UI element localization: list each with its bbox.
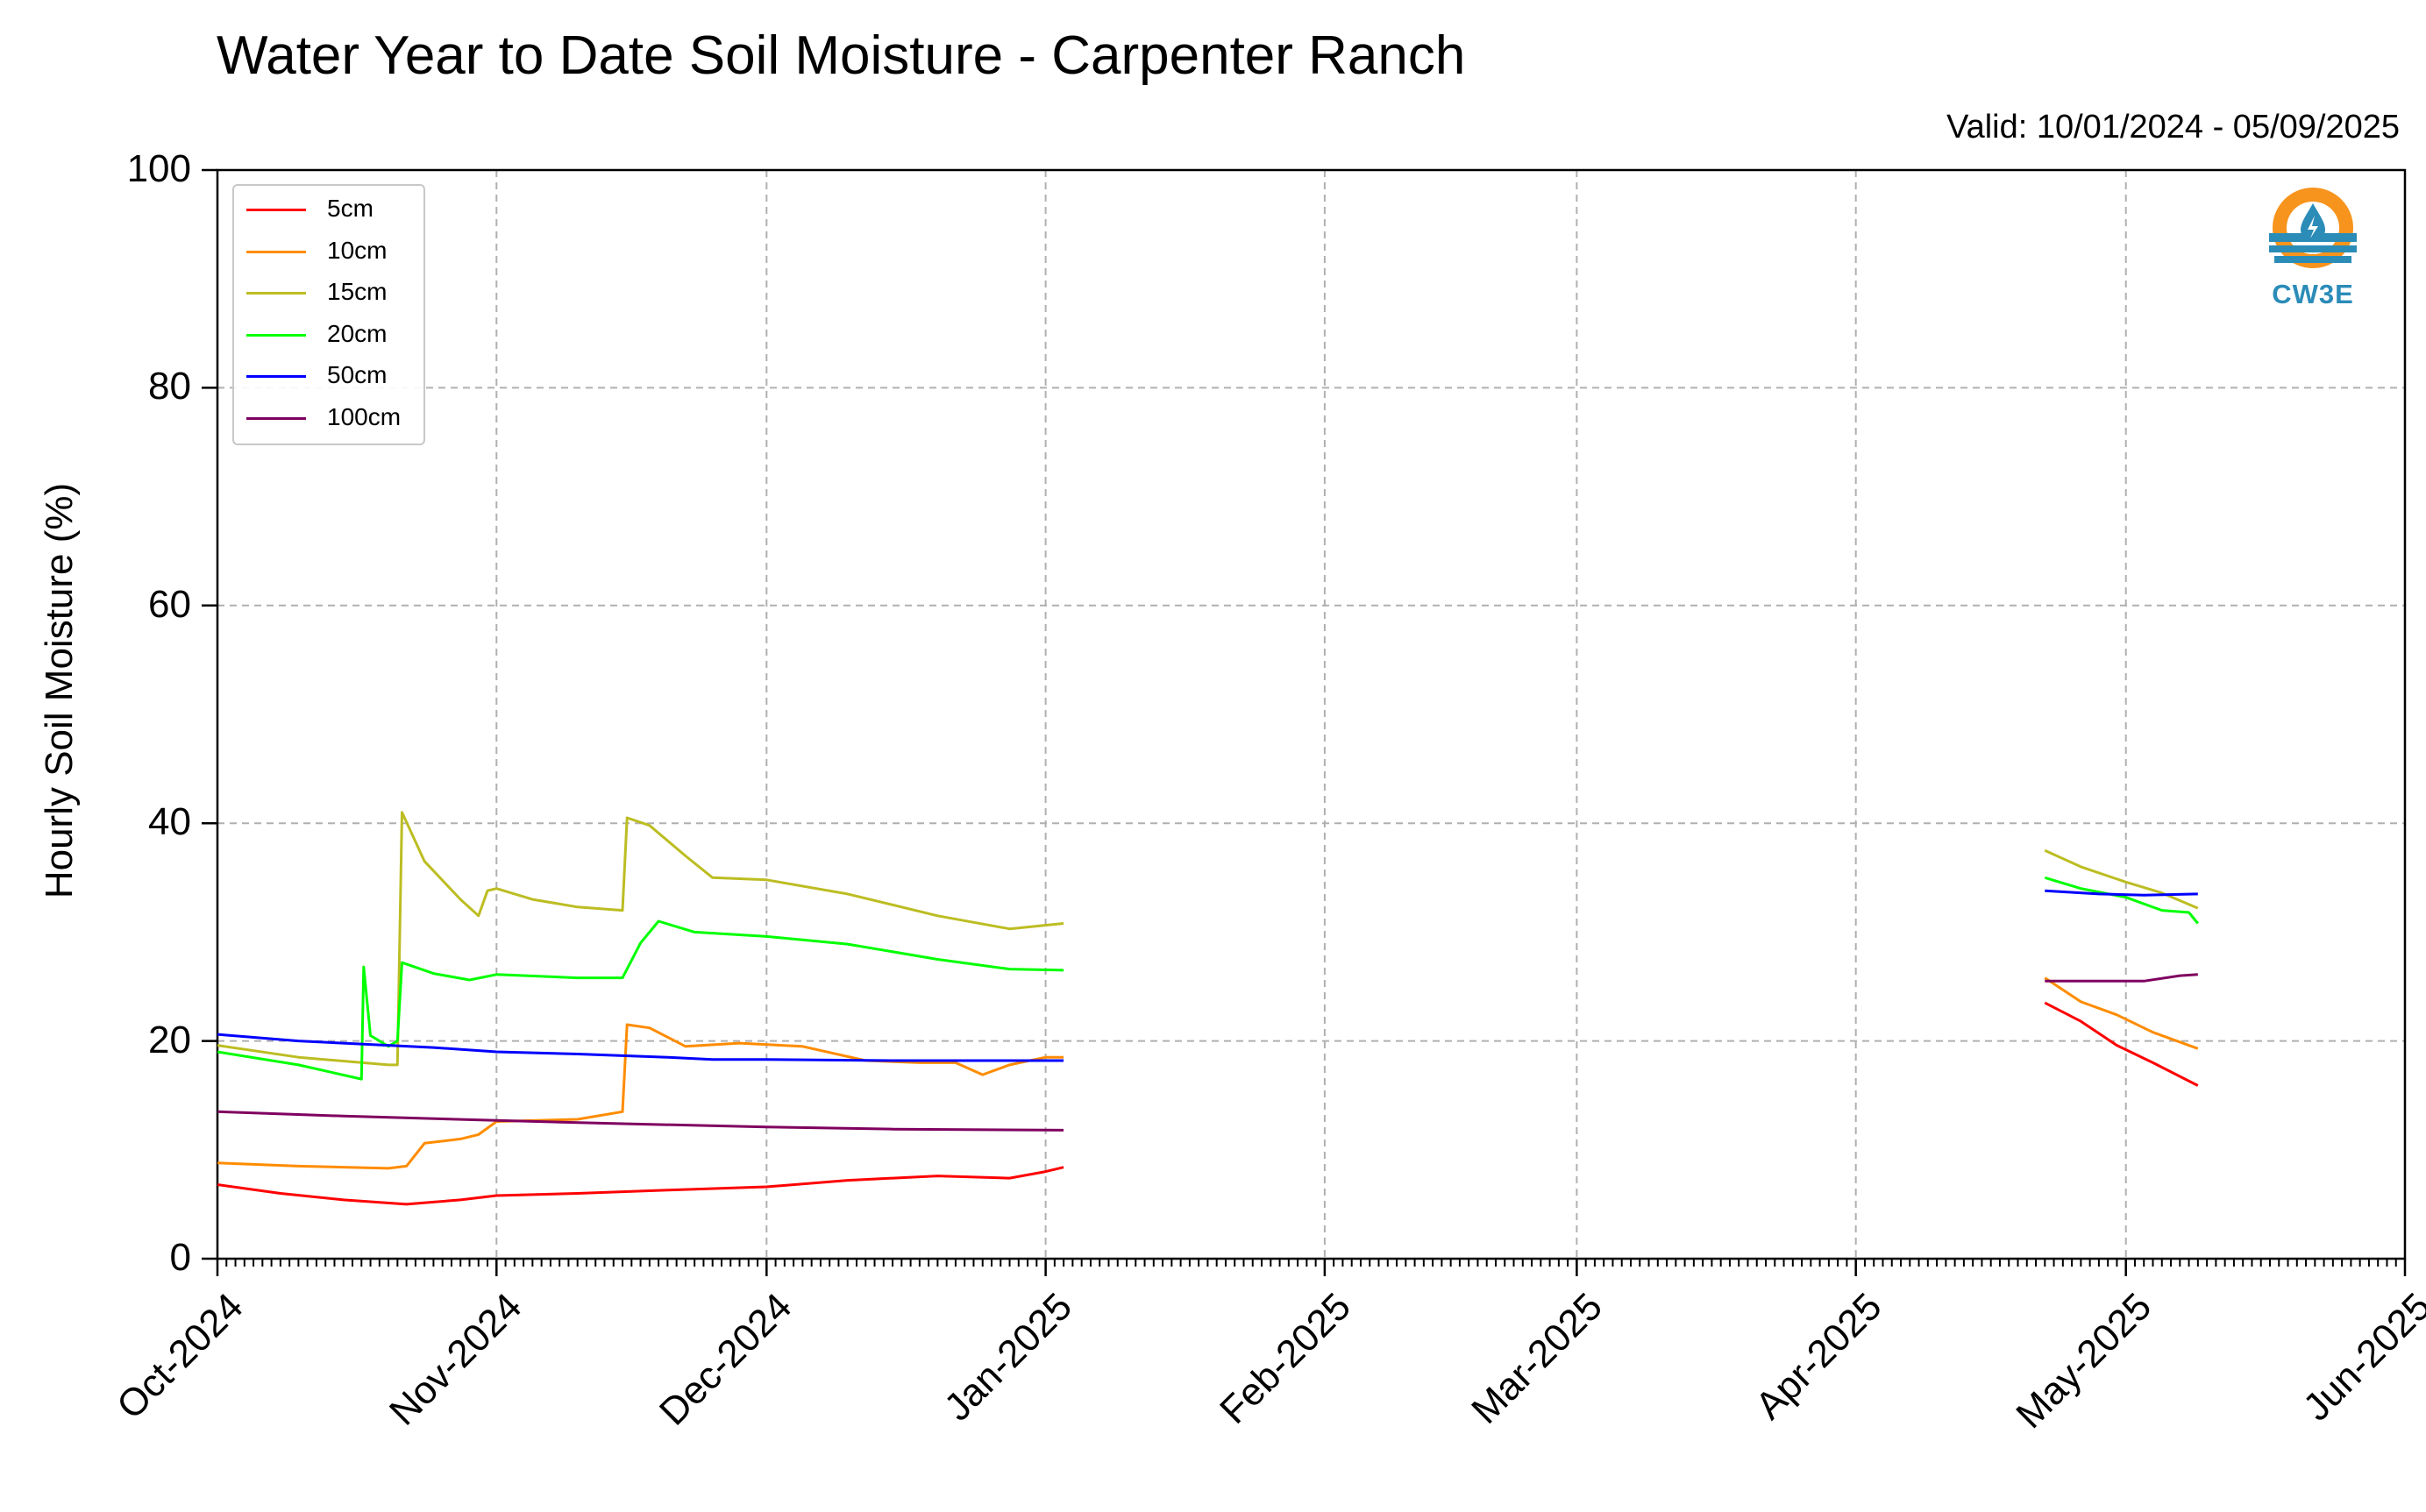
series-line-20cm	[2044, 876, 2199, 925]
legend-label: 20cm	[327, 319, 388, 347]
series-line-5cm	[217, 1166, 1064, 1206]
legend-swatch	[246, 333, 306, 337]
cw3e-logo-text: CW3E	[2272, 279, 2354, 309]
plot-frame	[216, 168, 2407, 1260]
legend: 5cm 10cm 15cm 20cm 50cm 100cm	[232, 184, 425, 445]
legend-swatch	[246, 250, 306, 253]
legend-label: 50cm	[327, 361, 388, 388]
legend-swatch	[246, 416, 306, 420]
legend-label: 5cm	[327, 195, 374, 222]
legend-label: 10cm	[327, 236, 388, 264]
series-line-15cm	[217, 811, 1064, 1067]
series-line-100cm	[2045, 973, 2198, 983]
series-line-15cm	[2044, 848, 2199, 910]
legend-item-10cm: 10cm	[234, 236, 423, 282]
valid-date-range: Valid: 10/01/2024 - 05/09/2025	[1946, 109, 2400, 146]
legend-label: 100cm	[327, 402, 402, 430]
y-tick-label: 0	[169, 1236, 191, 1279]
series-line-5cm	[2044, 1001, 2199, 1087]
legend-item-100cm: 100cm	[234, 403, 423, 449]
y-tick-label: 100	[126, 147, 191, 190]
cw3e-logo-icon	[2269, 188, 2357, 268]
cw3e-logo: CW3E	[2260, 182, 2366, 323]
legend-item-15cm: 15cm	[234, 278, 423, 323]
series-line-20cm	[217, 919, 1064, 1081]
legend-item-50cm: 50cm	[234, 361, 423, 407]
y-tick-label: 40	[148, 800, 191, 844]
legend-swatch	[246, 292, 306, 295]
legend-swatch	[246, 375, 306, 378]
series-line-100cm	[217, 1110, 1064, 1132]
series-line-50cm	[2045, 889, 2198, 897]
legend-label: 15cm	[327, 278, 388, 305]
legend-item-20cm: 20cm	[234, 319, 423, 366]
chart-title: Water Year to Date Soil Moisture - Carpe…	[217, 25, 1466, 86]
legend-swatch	[246, 209, 306, 211]
y-tick-label: 20	[148, 1018, 191, 1061]
y-tick-label: 60	[148, 582, 191, 626]
y-tick-label: 80	[148, 365, 191, 408]
series-line-10cm	[217, 1023, 1064, 1170]
series-line-50cm	[217, 1033, 1064, 1062]
series-line-10cm	[2044, 976, 2199, 1050]
legend-item-5cm: 5cm	[234, 195, 423, 240]
